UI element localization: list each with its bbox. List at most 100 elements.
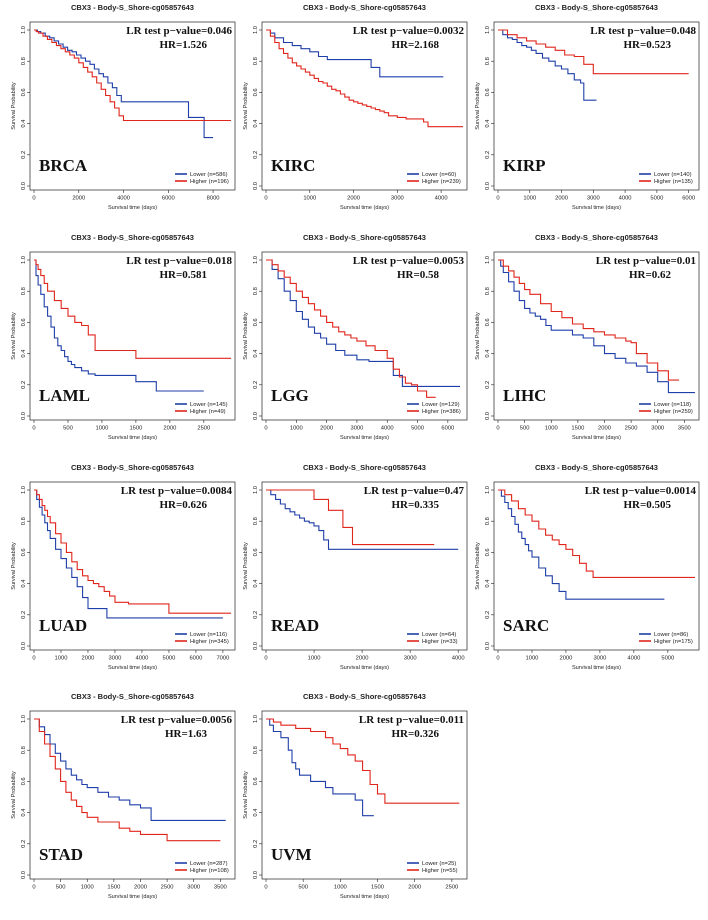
x-tick-label: 500: [298, 885, 308, 891]
lower-survival-curve: [266, 29, 444, 78]
y-tick-label: 0.0: [253, 412, 259, 420]
x-tick-label: 2500: [161, 885, 174, 891]
x-tick-label: 3500: [214, 885, 227, 891]
y-axis-label: Survival Probability: [11, 542, 17, 590]
legend-label-lower: Lower (n=118): [654, 402, 691, 408]
legend-label-higher: Higher (n=196): [190, 179, 229, 185]
panel-title: CBX3 - Body-S_Shore-cg05857643: [535, 3, 658, 12]
x-tick-label: 6000: [162, 196, 175, 202]
y-tick-label: 0.8: [485, 57, 491, 65]
y-tick-label: 0.6: [21, 88, 27, 96]
panel-title: CBX3 - Body-S_Shore-cg05857643: [303, 692, 426, 701]
legend-label-lower: Lower (n=60): [422, 172, 456, 178]
y-tick-label: 0.8: [253, 746, 259, 754]
cancer-type-label: KIRC: [271, 156, 315, 175]
y-tick-label: 1.0: [485, 256, 491, 264]
x-tick-label: 0: [32, 656, 35, 662]
y-tick-label: 0.4: [21, 579, 27, 588]
panel-title: CBX3 - Body-S_Shore-cg05857643: [71, 692, 194, 701]
x-tick-label: 4000: [117, 196, 130, 202]
y-tick-label: 0.0: [21, 182, 27, 190]
x-tick-label: 4000: [135, 656, 148, 662]
x-tick-label: 1500: [571, 426, 584, 432]
x-tick-label: 3000: [109, 656, 122, 662]
panel-kirc: CBX3 - Body-S_Shore-cg05857643 0.0 0.2 0.4 0…: [243, 3, 468, 211]
x-tick-label: 2000: [163, 426, 176, 432]
plot-frame: [261, 710, 468, 880]
x-tick-label: 0: [264, 196, 267, 202]
x-tick-label: 2000: [347, 196, 360, 202]
panel-title: CBX3 - Body-S_Shore-cg05857643: [71, 463, 194, 472]
y-tick-label: 0.6: [485, 548, 491, 556]
x-tick-label: 1500: [107, 885, 120, 891]
plot-frame: [261, 251, 468, 421]
hazard-ratio-label: HR=0.58: [397, 269, 440, 281]
y-tick-label: 0.2: [21, 840, 27, 848]
y-tick-label: 0.6: [21, 318, 27, 326]
y-tick-label: 0.4: [485, 349, 491, 358]
y-tick-label: 0.4: [485, 579, 491, 588]
plot-frame: [493, 251, 700, 421]
x-tick-label: 0: [496, 426, 499, 432]
x-tick-label: 1000: [81, 885, 94, 891]
legend-label-higher: Higher (n=49): [190, 409, 226, 415]
legend-label-lower: Lower (n=64): [422, 632, 456, 638]
y-tick-label: 0.0: [21, 871, 27, 879]
x-axis-label: Survival time (days): [108, 665, 157, 671]
y-tick-label: 0.2: [485, 611, 491, 619]
x-tick-label: 1000: [523, 196, 536, 202]
lower-survival-curve: [266, 718, 374, 817]
legend-label-lower: Lower (n=129): [422, 402, 460, 408]
higher-survival-curve: [266, 489, 435, 546]
y-tick-label: 0.4: [253, 119, 259, 128]
y-tick-label: 0.2: [253, 151, 259, 159]
x-tick-label: 3000: [404, 656, 417, 662]
legend-label-lower: Lower (n=25): [422, 861, 456, 867]
y-tick-label: 0.8: [21, 746, 27, 754]
lower-survival-curve: [34, 489, 223, 619]
x-axis-label: Survival time (days): [340, 435, 389, 441]
y-tick-label: 0.0: [21, 412, 27, 420]
y-tick-label: 0.4: [21, 349, 27, 358]
higher-survival-curve: [34, 259, 231, 359]
plot-frame: [29, 710, 236, 880]
cancer-type-label: LIHC: [503, 386, 546, 405]
hazard-ratio-label: HR=0.62: [629, 269, 672, 281]
hazard-ratio-label: HR=0.505: [623, 499, 671, 511]
x-tick-label: 1000: [303, 196, 316, 202]
y-tick-label: 0.2: [21, 381, 27, 389]
x-tick-label: 4000: [627, 656, 640, 662]
legend-label-lower: Lower (n=140): [654, 172, 692, 178]
p-value-label: LR test p−value=0.011: [359, 714, 464, 726]
y-tick-label: 0.8: [21, 287, 27, 295]
x-tick-label: 3500: [678, 426, 691, 432]
x-tick-label: 5000: [650, 196, 663, 202]
x-tick-label: 6000: [441, 426, 454, 432]
x-tick-label: 2000: [72, 196, 85, 202]
y-axis-label: Survival Probability: [243, 82, 249, 130]
y-tick-label: 1.0: [253, 256, 259, 264]
x-tick-label: 2500: [625, 426, 638, 432]
y-tick-label: 0.6: [253, 777, 259, 785]
y-tick-label: 1.0: [21, 486, 27, 494]
y-tick-label: 1.0: [253, 26, 259, 34]
legend-label-higher: Higher (n=239): [422, 179, 461, 185]
y-tick-label: 1.0: [21, 26, 27, 34]
x-tick-label: 1500: [371, 885, 384, 891]
legend-label-higher: Higher (n=33): [422, 639, 458, 645]
p-value-label: LR test p−value=0.01: [596, 255, 696, 267]
hazard-ratio-label: HR=0.335: [391, 499, 439, 511]
y-tick-label: 0.0: [253, 182, 259, 190]
x-tick-label: 3000: [391, 196, 404, 202]
lower-survival-curve: [498, 259, 695, 394]
x-tick-label: 1500: [129, 426, 142, 432]
y-tick-label: 0.0: [485, 412, 491, 420]
panel-title: CBX3 - Body-S_Shore-cg05857643: [535, 233, 658, 242]
legend-label-lower: Lower (n=287): [190, 861, 228, 867]
x-axis-label: Survival time (days): [108, 435, 157, 441]
lower-survival-curve: [498, 29, 597, 101]
panel-stad: CBX3 - Body-S_Shore-cg05857643 0.0 0.2 0.4 0…: [11, 692, 236, 900]
y-tick-label: 0.6: [485, 318, 491, 326]
p-value-label: LR test p−value=0.0014: [585, 485, 697, 497]
x-tick-label: 0: [496, 656, 499, 662]
